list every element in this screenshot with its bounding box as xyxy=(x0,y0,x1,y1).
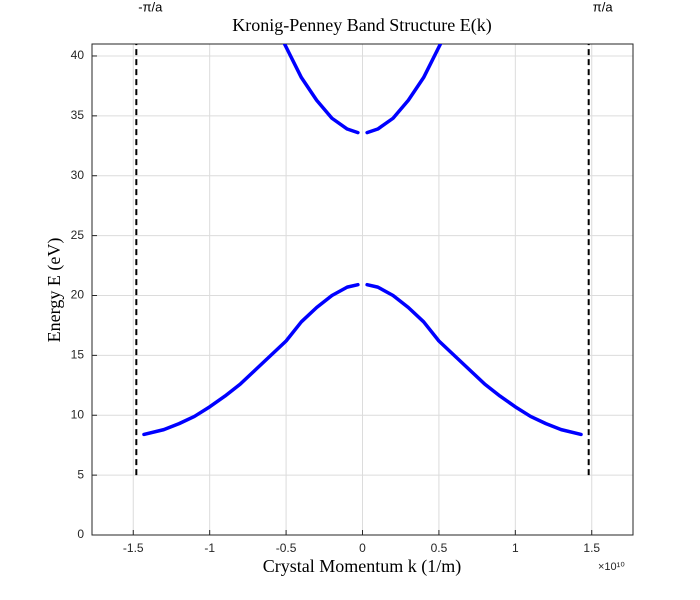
y-tick-label: 20 xyxy=(71,288,85,302)
y-tick-label: 15 xyxy=(71,348,85,362)
x-tick-label: -1.5 xyxy=(123,541,144,555)
chart-title: Kronig-Penney Band Structure E(k) xyxy=(232,15,491,36)
y-tick-label: 5 xyxy=(77,467,84,481)
band-line xyxy=(142,282,583,437)
y-tick-label: 30 xyxy=(71,168,85,182)
zone-boundary-label: -π/a xyxy=(138,0,163,14)
x-tick-label: 0 xyxy=(359,541,366,555)
x-axis-label: Crystal Momentum k (1/m) xyxy=(263,556,461,577)
x-tick-label: -0.5 xyxy=(276,541,297,555)
zone-boundary-label: π/a xyxy=(593,0,614,14)
y-axis-label: Energy E (eV) xyxy=(44,238,65,343)
x-tick-label: 1.5 xyxy=(583,541,600,555)
x-tick-label: -1 xyxy=(204,541,215,555)
y-tick-label: 40 xyxy=(71,48,85,62)
band-line xyxy=(282,44,443,135)
y-tick-label: 0 xyxy=(77,527,84,541)
x-tick-label: 0.5 xyxy=(431,541,448,555)
x-multiplier: ×10¹⁰ xyxy=(598,561,625,573)
axes-box xyxy=(91,43,634,536)
y-tick-label: 35 xyxy=(71,108,85,122)
y-tick-label: 25 xyxy=(71,228,85,242)
y-tick-label: 10 xyxy=(71,407,85,421)
x-tick-label: 1 xyxy=(512,541,519,555)
